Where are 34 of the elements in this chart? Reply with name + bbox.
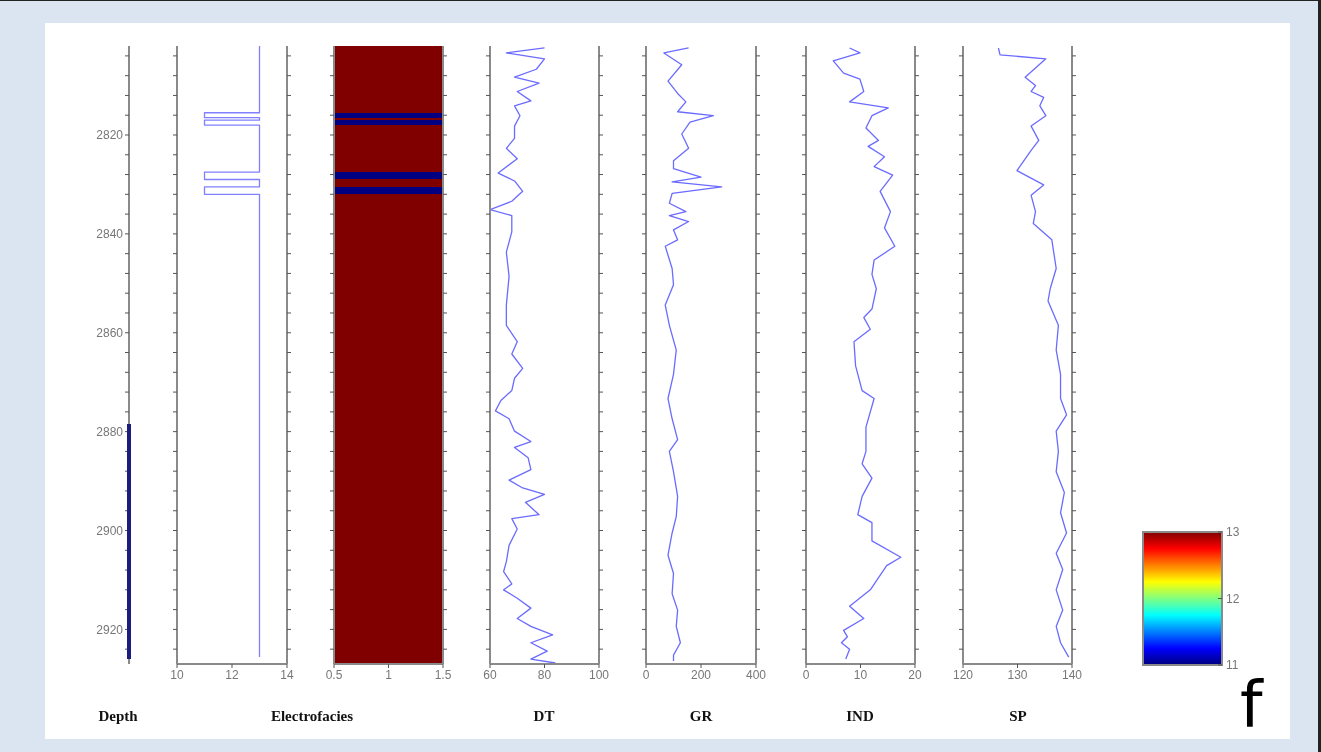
x-tick-label: 14 [280, 667, 294, 682]
x-tick-label: 120 [952, 667, 974, 682]
x-tick-label: 0 [802, 667, 810, 682]
x-axis-title: SP [1008, 708, 1028, 725]
x-tick-label: 0.5 [325, 667, 343, 682]
x-tick-label: 1 [385, 667, 393, 682]
y-tick-label: 2920 [96, 622, 124, 637]
x-tick-label: 0 [642, 667, 650, 682]
y-tick-label: 2900 [96, 523, 124, 538]
text: f [1240, 668, 1263, 742]
x-axis-title: IND [845, 708, 875, 725]
x-tick-label: 10 [853, 667, 868, 682]
x-tick-label: 20 [908, 667, 922, 682]
x-tick-label: 140 [1061, 667, 1083, 682]
x-tick-label: 400 [745, 667, 767, 682]
x-tick-label: 80 [537, 667, 552, 682]
x-tick-label: 130 [1007, 667, 1028, 682]
color-bar-label: 13 [1226, 525, 1240, 539]
x-axis-title: DT [532, 708, 556, 725]
x-tick-label: 60 [483, 667, 497, 682]
y-tick-label: 2860 [96, 326, 124, 341]
y-tick-label: 2820 [96, 128, 124, 143]
x-axis-title: Electrofacies [269, 708, 355, 725]
x-tick-label: 12 [225, 667, 239, 682]
x-tick-label: 1.5 [434, 667, 452, 682]
x-tick-label: 100 [588, 667, 610, 682]
color-bar-label: 12 [1226, 591, 1240, 606]
x-tick-label: 200 [690, 667, 712, 682]
color-bar-label: 11 [1226, 658, 1239, 672]
x-axis-title: GR [688, 708, 714, 725]
y-tick-label: 2840 [96, 227, 124, 242]
y-axis-title: Depth [97, 708, 139, 725]
x-tick-label: 10 [170, 667, 184, 682]
y-tick-label: 2880 [96, 424, 124, 439]
